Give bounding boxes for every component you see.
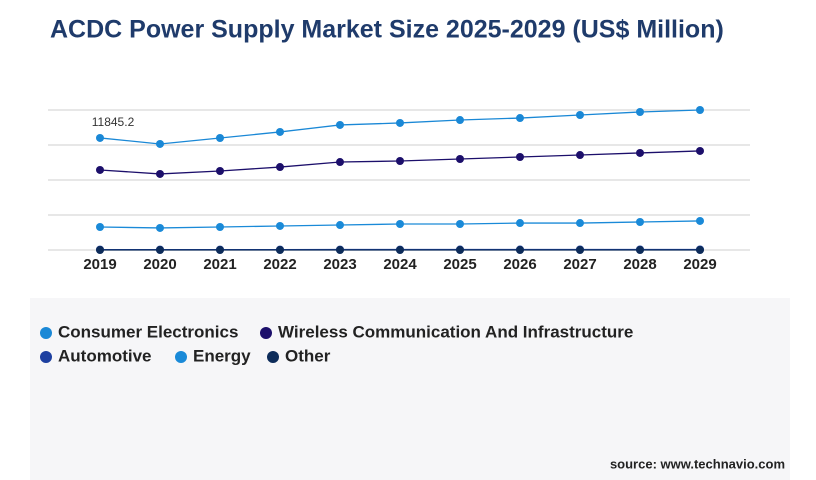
data-point	[576, 219, 584, 228]
legend-marker	[40, 351, 52, 363]
data-point	[696, 106, 704, 114]
data-point	[336, 158, 344, 167]
data-point	[456, 219, 464, 228]
x-tick-label: 2029	[683, 256, 716, 273]
legend-marker	[267, 351, 279, 363]
data-point	[456, 246, 464, 254]
x-tick-label: 2026	[503, 256, 536, 273]
data-point	[216, 167, 224, 176]
data-point	[156, 223, 164, 232]
data-point	[156, 246, 164, 254]
data-point	[96, 223, 104, 232]
x-tick-label: 2027	[563, 256, 596, 273]
data-point	[276, 246, 284, 254]
data-point	[636, 218, 644, 226]
legend-label: Wireless Communication And Infrastructur…	[278, 322, 633, 341]
data-point	[696, 246, 704, 254]
data-point	[516, 246, 524, 254]
data-point	[276, 221, 284, 230]
legend-marker	[175, 351, 187, 363]
series-line	[99, 109, 701, 145]
data-point	[696, 146, 704, 155]
data-point	[156, 169, 164, 178]
x-tick-label: 2022	[263, 256, 296, 273]
legend-label: Automotive	[58, 346, 152, 365]
legend-panel	[30, 298, 790, 480]
data-point	[576, 111, 584, 120]
data-point	[516, 114, 524, 123]
x-tick-label: 2025	[443, 256, 476, 273]
data-point	[216, 246, 224, 254]
data-point	[396, 246, 404, 254]
data-point	[216, 134, 224, 142]
legend-label: Other	[285, 346, 331, 365]
x-tick-label: 2020	[143, 256, 176, 273]
data-point	[336, 120, 344, 129]
legend-marker	[40, 327, 52, 339]
data-point	[96, 165, 104, 174]
value-label: 11845.2	[92, 115, 135, 129]
data-point	[456, 116, 464, 125]
data-point	[576, 151, 584, 160]
x-tick-label: 2021	[203, 256, 236, 273]
x-tick-label: 2024	[383, 256, 417, 273]
legend-label: Consumer Electronics	[58, 322, 238, 341]
data-point	[576, 246, 584, 254]
legend-marker	[260, 327, 272, 339]
data-point	[516, 219, 524, 228]
data-point	[276, 127, 284, 136]
data-point	[636, 107, 644, 116]
data-point	[96, 133, 104, 142]
data-point	[396, 118, 404, 127]
data-point	[696, 216, 704, 225]
data-point	[456, 155, 464, 163]
x-tick-label: 2023	[323, 256, 356, 273]
data-point	[276, 163, 284, 172]
source: source: www.technavio.com	[610, 456, 785, 471]
data-point	[516, 153, 524, 162]
data-point	[336, 246, 344, 254]
data-point	[396, 156, 404, 165]
data-point	[336, 221, 344, 230]
data-point	[396, 219, 404, 228]
data-point	[636, 246, 644, 254]
legend-label: Energy	[193, 346, 251, 365]
data-point	[96, 246, 104, 254]
data-point	[216, 223, 224, 232]
x-tick-label: 2019	[83, 256, 116, 273]
chart-title: ACDC Power Supply Market Size 2025-2029 …	[50, 16, 724, 44]
x-tick-label: 2028	[623, 256, 656, 273]
data-point	[636, 148, 644, 157]
data-point	[156, 139, 164, 148]
